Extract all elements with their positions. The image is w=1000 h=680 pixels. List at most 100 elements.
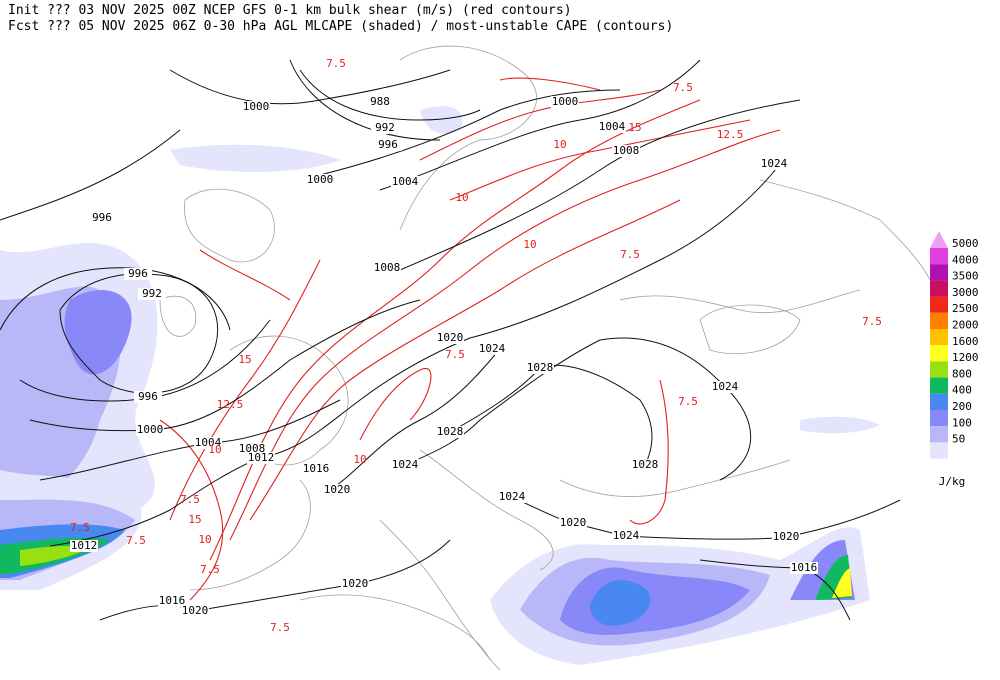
label-background <box>366 96 394 108</box>
isobar <box>259 163 781 459</box>
coastline <box>759 179 931 281</box>
shear-label: 10 <box>208 443 221 456</box>
label-background <box>70 540 98 552</box>
isobar-label: 1024 <box>392 458 419 471</box>
isobar-label: 988 <box>370 95 390 108</box>
shear-contour <box>499 77 601 91</box>
shear-contour <box>199 249 291 301</box>
legend-label: 3500 <box>952 270 979 283</box>
shear-contour <box>209 99 701 561</box>
legend-label: 800 <box>952 367 972 380</box>
shear-label: 7.5 <box>678 395 698 408</box>
label-background <box>247 452 275 464</box>
isobar-label: 1028 <box>437 425 464 438</box>
legend-swatch <box>930 361 948 378</box>
isobar <box>329 348 501 491</box>
label-background <box>772 531 800 543</box>
shear-label: 10 <box>553 138 566 151</box>
legend-label: 4000 <box>952 253 979 266</box>
cape-area <box>420 106 463 134</box>
label-background <box>612 530 640 542</box>
isobar-label: 1020 <box>437 331 464 344</box>
isobar-label: 1024 <box>761 157 788 170</box>
legend-swatch <box>930 377 948 394</box>
isobar-label: 1024 <box>712 380 739 393</box>
label-background <box>551 96 579 108</box>
shear-label: 7.5 <box>200 563 220 576</box>
label-background <box>612 145 640 157</box>
isobar-label: 992 <box>142 287 162 300</box>
label-background <box>158 595 186 607</box>
header-line: Init ??? 03 NOV 2025 00Z NCEP GFS 0-1 km… <box>8 3 572 18</box>
isobar-label: 1016 <box>791 561 818 574</box>
label-background <box>760 158 788 170</box>
legend-label: 200 <box>952 400 972 413</box>
isobar-label: 996 <box>92 211 112 224</box>
legend-swatch <box>930 426 948 443</box>
legend: 5000 4000 3500 3000 2500 2000 1600 1200 800 400 20… <box>930 231 979 488</box>
shear-label: 12.5 <box>217 398 244 411</box>
label-background <box>124 268 152 280</box>
coastline <box>299 594 491 661</box>
isobar-label: 1008 <box>374 261 401 274</box>
isobar-label: 1000 <box>137 423 164 436</box>
isobar <box>0 129 181 221</box>
shear-label: 10 <box>353 453 366 466</box>
label-background <box>88 212 116 224</box>
isobar-label: 1012 <box>248 451 275 464</box>
isobar-label: 996 <box>378 138 398 151</box>
shear-label: 12.5 <box>717 128 744 141</box>
shear-contour <box>249 199 681 521</box>
label-background <box>323 484 351 496</box>
isobar <box>404 337 752 481</box>
label-background <box>598 121 626 133</box>
label-background <box>478 343 506 355</box>
shear-label: 7.5 <box>862 315 882 328</box>
isobar-label: 1004 <box>599 120 626 133</box>
legend-label: 100 <box>952 416 972 429</box>
shear-contours <box>159 77 781 601</box>
label-background <box>559 517 587 529</box>
legend-label: 5000 <box>952 237 979 250</box>
label-background <box>181 605 209 617</box>
isobar-label: 1020 <box>560 516 587 529</box>
isobar-label: 1008 <box>613 144 640 157</box>
shear-label: 7.5 <box>270 621 290 634</box>
isobar-label: 1020 <box>182 604 209 617</box>
shear-label: 10 <box>523 238 536 251</box>
isobar <box>299 69 481 121</box>
shear-label: 7.5 <box>326 57 346 70</box>
contour-labels: 1000 988 992 996 1000 1004 996 1000 1004 1008 1024… <box>70 57 882 634</box>
legend-swatch <box>930 264 948 281</box>
isobar <box>0 267 231 331</box>
isobar <box>169 69 451 105</box>
coastline <box>699 304 801 355</box>
legend-swatch <box>930 312 948 329</box>
label-background <box>436 332 464 344</box>
label-background <box>374 139 402 151</box>
cape-area <box>170 144 340 172</box>
isobar <box>399 99 801 271</box>
isobar <box>99 539 451 621</box>
isobar-label: 1020 <box>342 577 369 590</box>
label-background <box>371 122 399 134</box>
legend-swatch <box>930 329 948 346</box>
shear-contour <box>169 259 321 521</box>
shear-contour <box>449 119 751 201</box>
legend-swatch <box>930 393 948 410</box>
isobar-label: 1000 <box>243 100 270 113</box>
shear-label: 10 <box>198 533 211 546</box>
legend-triangle <box>930 231 948 248</box>
isobar <box>29 299 421 432</box>
coastline <box>189 479 311 591</box>
label-background <box>341 578 369 590</box>
legend-label: 1200 <box>952 351 979 364</box>
label-background <box>134 391 162 403</box>
isobar-label: 1000 <box>552 95 579 108</box>
label-background <box>391 176 419 188</box>
legend-swatch <box>930 248 948 265</box>
isobar-label: 1020 <box>773 530 800 543</box>
coastline <box>619 289 861 314</box>
label-background <box>391 459 419 471</box>
